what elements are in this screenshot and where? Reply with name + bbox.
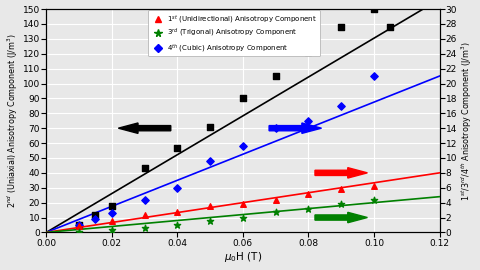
Point: [206, 159, 214, 163]
FancyArrow shape: [269, 123, 322, 133]
Point: [75, 223, 83, 227]
Point: [92, 217, 99, 221]
Point: [305, 191, 312, 196]
Point: [239, 215, 247, 220]
Point: [75, 230, 83, 234]
Point: [337, 187, 345, 191]
Y-axis label: 1$^{st}$/3$^{rd}$/4$^{th}$ Anisotropy Component (J/m$^3$): 1$^{st}$/3$^{rd}$/4$^{th}$ Anisotropy Co…: [460, 41, 474, 201]
Point: [305, 119, 312, 123]
Y-axis label: 2$^{nd}$ (Uniaxial) Anisotropy Component (J/m$^3$): 2$^{nd}$ (Uniaxial) Anisotropy Component…: [6, 33, 20, 208]
Point: [206, 124, 214, 129]
Point: [75, 224, 83, 229]
Point: [370, 7, 378, 11]
Point: [239, 144, 247, 148]
FancyArrow shape: [315, 212, 367, 223]
Point: [386, 25, 394, 29]
Point: [173, 185, 181, 190]
Point: [272, 126, 279, 130]
Point: [108, 218, 116, 223]
Point: [305, 207, 312, 211]
Point: [239, 202, 247, 206]
Point: [305, 50, 312, 54]
Point: [337, 202, 345, 206]
Point: [370, 74, 378, 78]
Point: [272, 74, 279, 78]
Point: [337, 25, 345, 29]
Point: [206, 219, 214, 223]
Point: [173, 145, 181, 150]
FancyArrow shape: [119, 123, 171, 133]
Point: [173, 210, 181, 214]
Point: [370, 184, 378, 188]
Point: [239, 96, 247, 100]
Point: [206, 204, 214, 208]
X-axis label: $\mu_0$H (T): $\mu_0$H (T): [224, 251, 262, 264]
Point: [173, 223, 181, 227]
Point: [272, 197, 279, 202]
Point: [92, 212, 99, 217]
Point: [141, 197, 148, 202]
Point: [337, 104, 345, 108]
Point: [108, 211, 116, 215]
Point: [141, 212, 148, 217]
Legend: 1$^{st}$ (Unidirectional) Anisotropy Component, 3$^{rd}$ (Trigonal) Anisotropy C: 1$^{st}$ (Unidirectional) Anisotropy Com…: [148, 10, 320, 56]
FancyArrow shape: [315, 168, 367, 178]
Point: [108, 204, 116, 208]
Point: [141, 226, 148, 230]
Point: [75, 223, 83, 227]
Point: [272, 210, 279, 214]
Point: [141, 166, 148, 171]
Point: [370, 197, 378, 202]
Point: [108, 228, 116, 232]
